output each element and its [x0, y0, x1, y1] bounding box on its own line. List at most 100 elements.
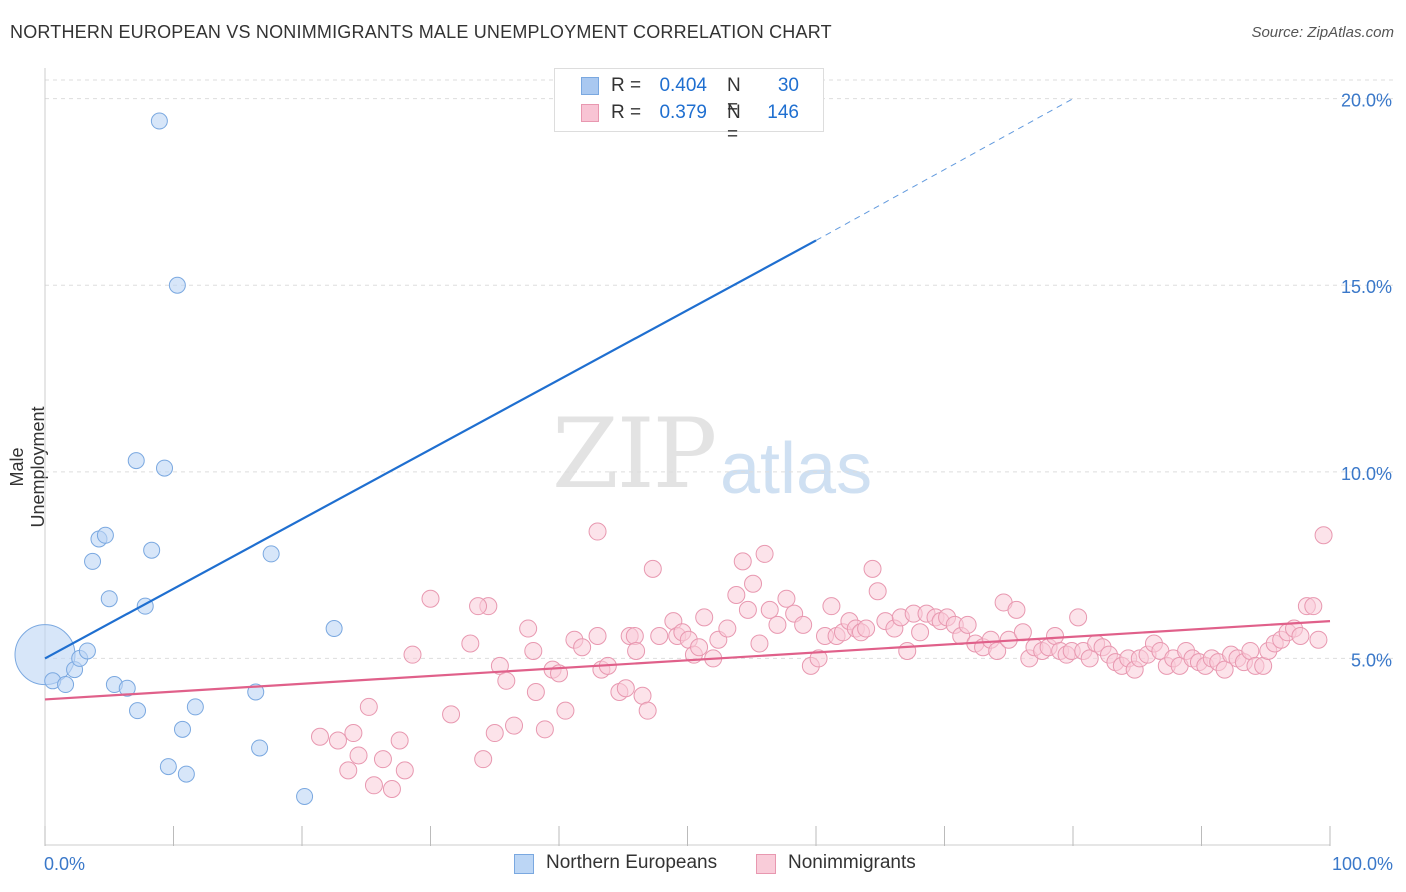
nonimmigrants-point	[490, 656, 509, 675]
nonimmigrants-point	[310, 727, 329, 746]
nonimmigrants-point	[1080, 649, 1099, 668]
nonimmigrants-point	[373, 750, 392, 769]
nonimmigrants-point	[1314, 526, 1333, 545]
northern-europeans-point	[127, 452, 145, 470]
nonimmigrants-point	[1254, 656, 1273, 675]
y-tick-label: 15.0%	[1341, 277, 1392, 297]
northern-europeans-point	[325, 620, 343, 638]
nonimmigrants-point	[461, 634, 480, 653]
northern-europeans-point	[262, 545, 280, 563]
northern-europeans-point	[251, 739, 269, 757]
nonimmigrants-point	[794, 615, 813, 634]
nonimmigrants-point	[718, 619, 737, 638]
nonimmigrants-point	[822, 597, 841, 616]
nonimmigrants-point	[519, 619, 538, 638]
nonimmigrants-point	[382, 780, 401, 799]
nonimmigrants-point	[863, 559, 882, 578]
nonimmigrants-point	[442, 705, 461, 724]
nonimmigrants-point	[497, 671, 516, 690]
nonimmigrants-point	[1069, 608, 1088, 627]
nonimmigrants-point	[364, 776, 383, 795]
n-label: N =	[727, 75, 741, 118]
nonimmigrants-point	[469, 597, 488, 616]
nonimmigrants-point	[1304, 597, 1323, 616]
nonimmigrants-point	[690, 638, 709, 657]
nonimmigrants-point	[573, 638, 592, 657]
nonimmigrants-trendline	[44, 619, 1331, 701]
y-tick-label: 20.0%	[1341, 91, 1392, 111]
northern-europeans-point	[150, 112, 168, 130]
nonimmigrants-point	[588, 627, 607, 646]
watermark-zip: ZIP	[552, 398, 717, 510]
nonimmigrants-point	[1013, 623, 1032, 642]
r-value: 0.379	[659, 102, 707, 123]
stats-legend: R = 0.404 N = 30 R = 0.379 N = 146	[554, 68, 824, 145]
nonimmigrants-point	[403, 645, 422, 664]
nonimmigrants-point	[911, 623, 930, 642]
nonimmigrants-point	[588, 522, 607, 541]
nonimmigrants-point	[339, 761, 358, 780]
northern-europeans-point	[159, 758, 177, 776]
nonimmigrants-point	[421, 589, 440, 608]
legend-swatch-pink	[756, 854, 776, 874]
r-value: 0.404	[659, 75, 707, 96]
northern-europeans-point	[186, 698, 204, 716]
n-label: N =	[727, 102, 741, 145]
nonimmigrants-point	[349, 746, 368, 765]
nonimmigrants-point	[1007, 600, 1026, 619]
nonimmigrants-point	[535, 720, 554, 739]
nonimmigrants-point	[1309, 630, 1328, 649]
nonimmigrants-point	[958, 615, 977, 634]
x-tick-label: 100.0%	[1332, 854, 1393, 874]
legend-label: Northern Europeans	[546, 852, 718, 873]
northern-europeans-point	[129, 702, 147, 720]
northern-europeans-point	[156, 459, 174, 477]
nonimmigrants-point	[390, 731, 409, 750]
stats-swatch-blue	[581, 77, 599, 95]
stats-swatch-pink	[581, 104, 599, 122]
nonimmigrants-point	[760, 600, 779, 619]
nonimmigrants-point	[627, 641, 646, 660]
nonimmigrants-point	[474, 750, 493, 769]
northern-europeans-point	[168, 276, 186, 294]
northern-europeans-point	[296, 787, 314, 805]
nonimmigrants-point	[868, 582, 887, 601]
nonimmigrants-point	[625, 627, 644, 646]
r-label: R =	[611, 75, 642, 96]
nonimmigrants-point	[755, 544, 774, 563]
nonimmigrants-point	[505, 716, 524, 735]
northern-europeans-point	[57, 676, 75, 694]
nonimmigrants-point	[744, 574, 763, 593]
n-value: 30	[777, 75, 799, 96]
nonimmigrants-point	[1291, 627, 1310, 646]
nonimmigrants-point	[695, 608, 714, 627]
nonimmigrants-point	[768, 615, 787, 634]
nonimmigrants-point	[395, 761, 414, 780]
nonimmigrants-point	[344, 724, 363, 743]
northern-europeans-point	[84, 552, 102, 570]
chart-title: NORTHERN EUROPEAN VS NONIMMIGRANTS MALE …	[10, 22, 832, 42]
nonimmigrants-point	[1215, 660, 1234, 679]
northern-europeans-point	[247, 683, 265, 701]
nonimmigrants-point	[650, 627, 669, 646]
nonimmigrants-point	[633, 686, 652, 705]
nonimmigrants-point	[727, 585, 746, 604]
northern-europeans-trendline	[44, 239, 817, 660]
nonimmigrants-point	[643, 559, 662, 578]
nonimmigrants-point	[777, 589, 796, 608]
northern-europeans-trendline-extension	[815, 98, 1074, 241]
northern-europeans-point	[100, 590, 118, 608]
y-tick-label: 10.0%	[1341, 464, 1392, 484]
y-tick-label: 5.0%	[1351, 650, 1392, 670]
northern-europeans-point	[173, 720, 191, 738]
nonimmigrants-point	[485, 724, 504, 743]
nonimmigrants-point	[328, 731, 347, 750]
x-tick-label: 0.0%	[44, 854, 85, 874]
watermark-atlas: atlas	[720, 429, 873, 509]
nonimmigrants-point	[750, 634, 769, 653]
northern-europeans-point	[78, 642, 96, 660]
northern-europeans-point	[118, 679, 136, 697]
nonimmigrants-point	[738, 600, 757, 619]
nonimmigrants-point	[857, 619, 876, 638]
